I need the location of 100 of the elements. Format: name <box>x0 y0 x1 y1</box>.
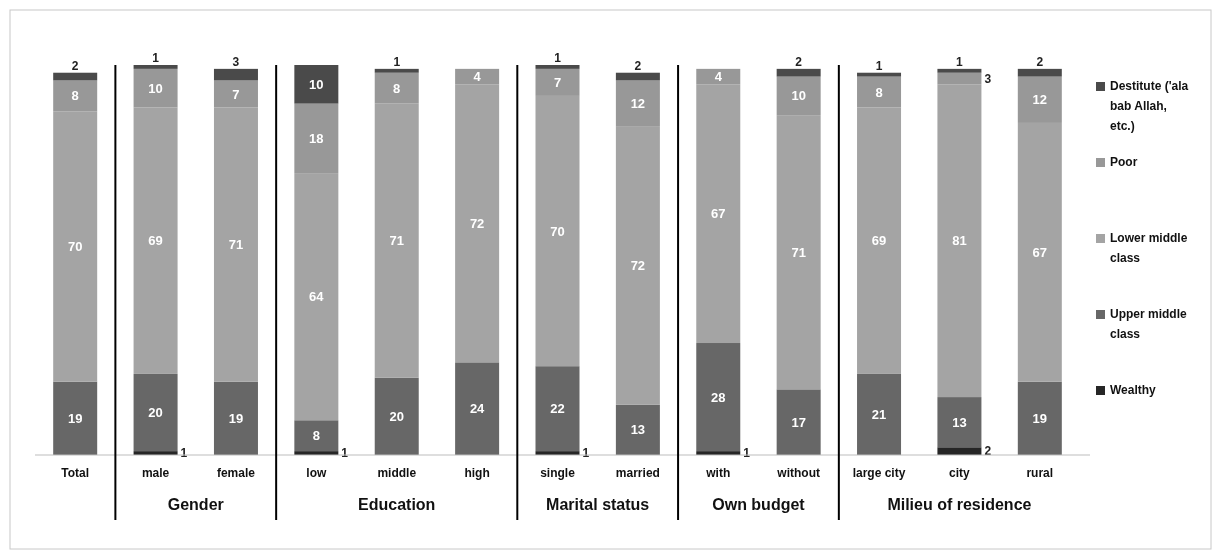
data-label: 2 <box>1036 54 1044 69</box>
legend-label: Upper middle class <box>1110 307 1187 341</box>
bar <box>776 389 821 455</box>
bar <box>615 72 660 81</box>
x-tick-label: city <box>949 466 971 480</box>
data-label: 10 <box>791 88 806 104</box>
x-tick-label: male <box>141 466 170 480</box>
bar <box>133 373 178 452</box>
text: Milieu of residence <box>887 496 1032 513</box>
data-label: 2 <box>634 58 642 73</box>
data-label: 4 <box>473 69 482 85</box>
data-label: 71 <box>228 237 244 253</box>
data-label: 19 <box>67 410 83 426</box>
x-tick-label: middle <box>377 466 417 480</box>
x-tick-label: without <box>776 466 820 480</box>
data-label: 8 <box>393 80 401 96</box>
bar <box>937 447 982 455</box>
bar <box>937 68 982 73</box>
data-label: 24 <box>469 401 486 417</box>
text: Education <box>358 496 436 513</box>
data-label: 1 <box>341 446 349 461</box>
data-label: 12 <box>1032 92 1048 108</box>
bar <box>857 373 902 455</box>
bar <box>294 420 339 452</box>
data-label: 8 <box>71 88 79 104</box>
data-label: 19 <box>228 410 244 426</box>
bar <box>535 366 580 452</box>
bar <box>1017 68 1062 77</box>
bar <box>374 68 419 73</box>
data-label: 8 <box>875 84 883 100</box>
data-label: 70 <box>67 239 83 255</box>
data-label: 13 <box>952 414 967 430</box>
data-label: 1 <box>180 446 188 461</box>
data-label: 7 <box>553 74 562 90</box>
bar <box>535 65 580 69</box>
legend-label: Wealthy <box>1110 383 1157 397</box>
x-tick-label: high <box>464 466 490 480</box>
x-tick-label: Total <box>61 466 90 480</box>
x-tick-label: single <box>540 466 576 480</box>
data-label: 7 <box>232 86 240 102</box>
data-label: 70 <box>550 223 565 239</box>
bar <box>133 65 178 69</box>
data-label: 2 <box>984 444 992 459</box>
x-tick-label: large city <box>852 466 906 480</box>
data-label: 69 <box>871 233 887 249</box>
data-label: 71 <box>389 233 404 249</box>
bar <box>294 65 339 104</box>
data-label: 18 <box>309 130 324 146</box>
bar <box>53 381 98 455</box>
data-label: 17 <box>791 414 806 430</box>
data-label: 71 <box>791 244 806 260</box>
bar <box>455 362 500 455</box>
data-label: 3 <box>232 54 240 69</box>
data-label: 1 <box>956 54 964 69</box>
data-label: 20 <box>148 405 163 421</box>
data-label: 13 <box>630 422 646 438</box>
bar <box>615 404 660 455</box>
x-tick-label: married <box>615 466 660 480</box>
data-label: 1 <box>582 446 590 461</box>
bar <box>374 377 419 455</box>
x-tick-label: with <box>705 466 731 480</box>
text: Marital status <box>546 496 650 513</box>
data-label: 1 <box>743 446 751 461</box>
data-label: 2 <box>71 58 79 73</box>
bar <box>937 397 982 448</box>
data-label: 4 <box>714 69 723 85</box>
data-label: 3 <box>984 71 992 86</box>
text: Gender <box>167 496 224 513</box>
data-label: 1 <box>393 54 401 69</box>
text: Own budget <box>712 496 806 513</box>
x-tick-label: rural <box>1026 466 1054 480</box>
data-label: 21 <box>871 407 887 423</box>
bar <box>213 381 258 455</box>
data-label: 81 <box>952 233 967 249</box>
legend-label: Destitute ('ala bab Allah, etc.) <box>1110 79 1189 133</box>
bar <box>857 72 902 77</box>
x-tick-label: low <box>306 466 328 480</box>
data-label: 22 <box>550 401 565 417</box>
data-label: 64 <box>309 289 325 305</box>
data-label: 2 <box>795 54 803 69</box>
x-tick-label: female <box>216 466 256 480</box>
data-label: 10 <box>309 76 324 92</box>
data-label: 67 <box>711 206 726 222</box>
bar <box>53 72 98 81</box>
data-label: 10 <box>148 80 163 96</box>
data-label: 19 <box>1032 410 1048 426</box>
data-label: 72 <box>469 215 485 231</box>
bar <box>776 68 821 77</box>
data-label: 72 <box>630 258 646 274</box>
data-label: 67 <box>1032 244 1048 260</box>
data-label: 1 <box>152 51 160 65</box>
data-label: 28 <box>711 389 726 405</box>
legend-label: Lower middle class <box>1110 231 1188 265</box>
data-label: 1 <box>875 58 883 73</box>
legend-label: Poor <box>1110 155 1138 169</box>
data-label: 1 <box>554 51 562 65</box>
data-label: 69 <box>148 233 163 249</box>
bar <box>1017 381 1062 455</box>
bar <box>213 68 258 81</box>
data-label: 12 <box>630 96 646 112</box>
